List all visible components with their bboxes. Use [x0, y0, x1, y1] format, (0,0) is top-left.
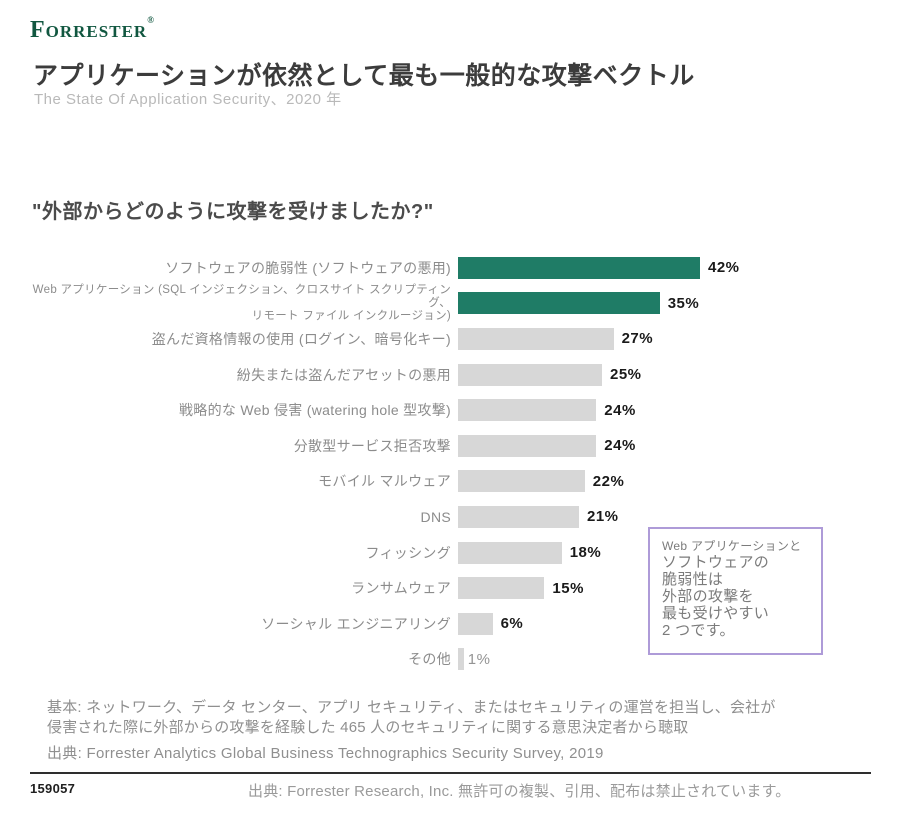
- bar-segment: [458, 399, 597, 422]
- chart-row: ソフトウェアの脆弱性 (ソフトウェアの悪用) 42%: [30, 250, 870, 286]
- value-label: 21%: [587, 508, 619, 526]
- chart-row: 分散型サービス拒否攻撃 24%: [30, 428, 870, 464]
- callout-line: 最も受けやすい: [662, 605, 770, 622]
- bar-segment: [458, 505, 579, 528]
- bar-segment: [458, 577, 545, 600]
- forrester-logo: Forrester®: [30, 15, 154, 43]
- chart-row: モバイル マルウェア 22%: [30, 464, 870, 500]
- value-label: 6%: [500, 615, 524, 633]
- category-label: ランサムウェア: [351, 580, 451, 597]
- base-footnote-line2: 侵害された際に外部からの攻撃を経験した 465 人のセキュリティに関する意思決定…: [47, 719, 689, 736]
- bar-zone: 6%: [458, 612, 870, 635]
- source-footnote: 出典: Forrester Analytics Global Business …: [47, 745, 604, 762]
- bar-zone: 15%: [458, 577, 870, 600]
- page-subtitle: The State Of Application Security、2020 年: [34, 91, 342, 108]
- bar-zone: 24%: [458, 399, 870, 422]
- value-label: 35%: [667, 294, 700, 312]
- chart-row: DNS 21%: [30, 499, 870, 535]
- forrester-logo-text: Forrester: [30, 17, 148, 43]
- bar-segment: [458, 541, 562, 564]
- survey-question: "外部からどのように攻撃を受けましたか?": [32, 201, 434, 223]
- value-label: 1%: [467, 650, 491, 668]
- value-label: 25%: [610, 366, 642, 384]
- bar-segment: [458, 256, 700, 279]
- registered-trademark-icon: ®: [147, 15, 154, 25]
- value-label: 22%: [592, 472, 625, 490]
- bar-zone: 24%: [458, 434, 870, 457]
- callout-line: 2 つです。: [662, 622, 735, 639]
- base-footnote-line1: 基本: ネットワーク、データ センター、アプリ セキュリティ、またはセキュリティ…: [47, 699, 776, 716]
- value-label: 15%: [552, 579, 584, 597]
- callout-line: ソフトウェアの: [662, 554, 770, 571]
- chart-row: その他 1%: [30, 642, 870, 678]
- bar-zone: 35%: [458, 292, 870, 315]
- chart-row: Web アプリケーション (SQL インジェクション、クロスサイト スクリプティ…: [30, 283, 870, 322]
- bar-segment: [458, 292, 660, 315]
- bar-zone: 25%: [458, 363, 870, 386]
- footer-divider: [30, 772, 871, 774]
- value-label: 42%: [708, 259, 740, 277]
- bar-segment: [458, 363, 602, 386]
- value-label: 24%: [604, 437, 636, 455]
- category-label: その他: [408, 651, 451, 668]
- callout-line: Web アプリケーションと: [662, 539, 802, 553]
- callout-box: Web アプリケーションと ソフトウェアの 脆弱性は 外部の攻撃を 最も受けやす…: [648, 527, 823, 655]
- bar-zone: 21%: [458, 505, 870, 528]
- category-label: フィッシング: [365, 544, 451, 561]
- category-label: Web アプリケーション (SQL インジェクション、クロスサイト スクリプティ…: [32, 283, 451, 322]
- value-label: 24%: [604, 401, 636, 419]
- chart-row: 戦略的な Web 侵害 (watering hole 型攻撃) 24%: [30, 392, 870, 428]
- category-label: 紛失または盗んだアセットの悪用: [236, 366, 451, 383]
- value-label: 27%: [621, 330, 654, 348]
- base-footnote: 基本: ネットワーク、データ センター、アプリ セキュリティ、またはセキュリティ…: [47, 698, 827, 738]
- page-title: アプリケーションが依然として最も一般的な攻撃ベクトル: [33, 62, 695, 90]
- bar-zone: 42%: [458, 256, 870, 279]
- chart-row: 盗んだ資格情報の使用 (ログイン、暗号化キー) 27%: [30, 321, 870, 357]
- bar-zone: 1%: [458, 648, 870, 671]
- category-label: モバイル マルウェア: [318, 473, 451, 490]
- chart-row: ソーシャル エンジニアリング 6%: [30, 606, 870, 642]
- bar-zone: 27%: [458, 327, 870, 350]
- callout-line: 脆弱性は: [662, 571, 724, 588]
- bar-segment: [458, 648, 464, 671]
- bar-segment: [458, 327, 614, 350]
- chart-row: ランサムウェア 15%: [30, 570, 870, 606]
- category-label: DNS: [420, 508, 451, 525]
- copyright-notice: 出典: Forrester Research, Inc. 無許可の複製、引用、配…: [248, 783, 791, 800]
- value-label: 18%: [569, 544, 602, 562]
- document-id: 159057: [30, 781, 76, 796]
- category-label: ソーシャル エンジニアリング: [261, 615, 451, 632]
- bar-segment: [458, 470, 585, 493]
- category-label: 戦略的な Web 侵害 (watering hole 型攻撃): [179, 402, 451, 419]
- category-label: 盗んだ資格情報の使用 (ログイン、暗号化キー): [151, 330, 451, 347]
- chart-row: フィッシング 18%: [30, 535, 870, 571]
- bar-segment: [458, 612, 493, 635]
- chart-row: 紛失または盗んだアセットの悪用 25%: [30, 357, 870, 393]
- category-label: ソフトウェアの脆弱性 (ソフトウェアの悪用): [165, 259, 451, 276]
- category-label: 分散型サービス拒否攻撃: [293, 437, 451, 454]
- bar-zone: 22%: [458, 470, 870, 493]
- callout-line: 外部の攻撃を: [662, 588, 754, 605]
- bar-segment: [458, 434, 597, 457]
- bar-zone: 18%: [458, 541, 870, 564]
- bar-chart: ソフトウェアの脆弱性 (ソフトウェアの悪用) 42% Web アプリケーション (S…: [30, 250, 870, 677]
